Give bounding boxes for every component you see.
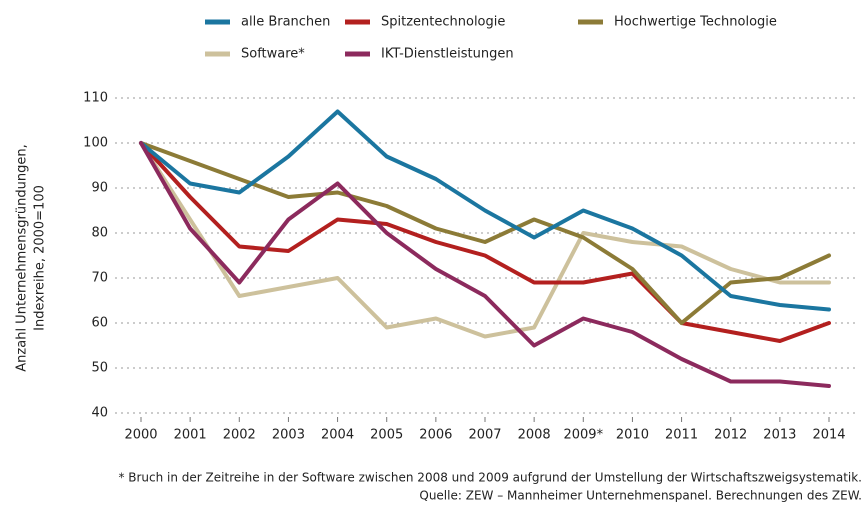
series-line <box>139 141 831 325</box>
legend-swatch <box>345 51 370 57</box>
legend-swatch <box>205 51 230 57</box>
legend-label: IKT-Dienstleistungen <box>381 47 514 62</box>
series-line <box>139 141 831 339</box>
legend-swatch <box>345 19 370 25</box>
y-axis-label: Indexreihe, 2000=100 <box>33 185 48 331</box>
y-tick-label: 60 <box>91 316 108 331</box>
series-line <box>139 141 831 343</box>
x-tick-label: 2004 <box>321 428 354 443</box>
x-tick-label: 2013 <box>763 428 796 443</box>
legend-label: Software* <box>241 47 305 62</box>
y-tick-label: 110 <box>83 91 108 106</box>
x-tick-label: 2006 <box>419 428 452 443</box>
source-note: Quelle: ZEW – Mannheimer Unternehmenspan… <box>419 489 862 503</box>
legend-label: Spitzentechnologie <box>381 15 505 30</box>
x-tick-label: 2005 <box>370 428 403 443</box>
series-line <box>139 109 831 312</box>
legend-label: alle Branchen <box>241 15 330 30</box>
x-tick-label: 2009* <box>563 428 603 443</box>
y-tick-label: 80 <box>91 226 108 241</box>
series-line <box>139 141 831 388</box>
y-tick-label: 70 <box>91 271 108 286</box>
x-tick-label: 2001 <box>174 428 207 443</box>
y-axis-label: Anzahl Unternehmensgründungen, <box>15 144 30 371</box>
x-tick-label: 2012 <box>714 428 747 443</box>
x-tick-label: 2007 <box>468 428 501 443</box>
y-tick-label: 40 <box>91 406 108 421</box>
legend-swatch <box>578 19 603 25</box>
x-tick-label: 2008 <box>518 428 551 443</box>
y-tick-label: 100 <box>83 136 108 151</box>
x-tick-label: 2002 <box>223 428 256 443</box>
y-tick-label: 90 <box>91 181 108 196</box>
legend-swatch <box>205 19 230 25</box>
x-tick-label: 2010 <box>616 428 649 443</box>
x-tick-label: 2014 <box>812 428 845 443</box>
x-tick-label: 2003 <box>272 428 305 443</box>
footnote: * Bruch in der Zeitreihe in der Software… <box>118 471 862 485</box>
x-tick-label: 2000 <box>124 428 157 443</box>
y-tick-label: 50 <box>91 361 108 376</box>
x-tick-label: 2011 <box>665 428 698 443</box>
legend-label: Hochwertige Technologie <box>614 15 777 30</box>
